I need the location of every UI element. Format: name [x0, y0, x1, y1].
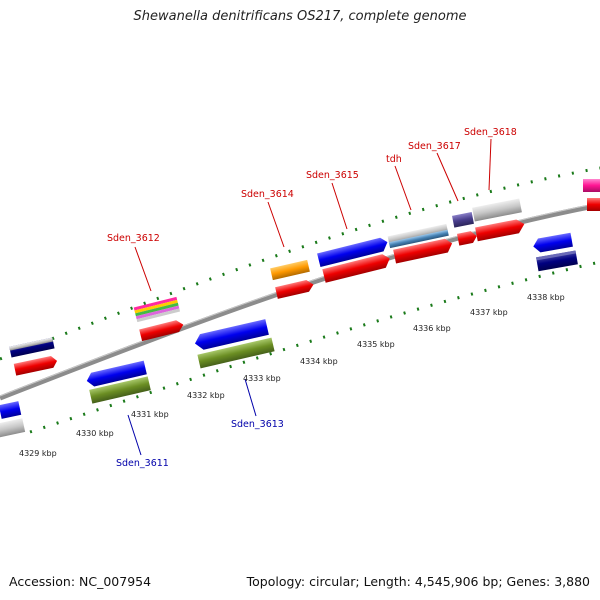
plus-gene-labels: Sden_3612 Sden_3614 Sden_3615 tdh Sden_3…	[107, 127, 517, 244]
minus-gene-labels: Sden_3611 Sden_3613	[116, 419, 284, 469]
gene-feature	[13, 356, 58, 376]
gene-feature	[194, 319, 269, 350]
gene-label[interactable]: Sden_3617	[408, 141, 461, 152]
tick-label: 4331 kbp	[131, 410, 169, 419]
gene-feature	[387, 223, 449, 249]
gene-feature	[89, 376, 151, 404]
gene-feature	[457, 231, 477, 246]
gene-feature	[393, 238, 453, 264]
tick-label: 4338 kbp	[527, 293, 565, 302]
gene-label[interactable]: Sden_3615	[306, 170, 359, 181]
gene-label[interactable]: Sden_3613	[231, 419, 284, 430]
gene-feature	[472, 198, 522, 222]
plus-label-leaders	[134, 138, 492, 292]
tick-label: 4333 kbp	[243, 374, 281, 383]
accession-text: Accession: NC_007954	[9, 574, 152, 589]
tick-label: 4336 kbp	[413, 324, 451, 333]
gene-feature	[536, 250, 578, 272]
inner-guide-track	[29, 260, 600, 434]
multi-domain-feature	[133, 296, 181, 323]
gene-feature	[583, 179, 600, 192]
gene-feature	[139, 320, 184, 342]
gene-label[interactable]: Sden_3611	[116, 458, 169, 469]
gene-feature	[270, 259, 310, 281]
gene-label[interactable]: Sden_3618	[464, 127, 517, 138]
gene-feature	[86, 360, 147, 387]
gene-feature	[475, 219, 525, 242]
map-title: Shewanella denitrificans OS217, complete…	[133, 9, 467, 24]
tick-label: 4332 kbp	[187, 391, 225, 400]
gene-label[interactable]: Sden_3612	[107, 233, 160, 244]
gene-label[interactable]: tdh	[386, 154, 402, 165]
gene-feature	[275, 280, 314, 299]
gene-feature	[0, 418, 26, 438]
tick-label: 4334 kbp	[300, 357, 338, 366]
gene-feature	[9, 337, 55, 358]
gene-feature	[197, 337, 275, 369]
gene-feature	[452, 212, 474, 228]
kbp-tick-labels: 4329 kbp 4330 kbp 4331 kbp 4332 kbp 4333…	[19, 293, 565, 458]
gene-feature	[0, 401, 22, 419]
gene-feature	[587, 198, 600, 211]
gene-feature	[533, 232, 573, 253]
tick-label: 4330 kbp	[76, 429, 114, 438]
tick-label: 4335 kbp	[357, 340, 395, 349]
minus-label-leaders	[127, 378, 257, 456]
gene-feature	[322, 254, 390, 283]
tick-label: 4337 kbp	[470, 308, 508, 317]
gene-label[interactable]: Sden_3614	[241, 189, 294, 200]
tick-label: 4329 kbp	[19, 449, 57, 458]
gene-feature	[317, 237, 388, 268]
topology-text: Topology: circular; Length: 4,545,906 bp…	[246, 574, 590, 589]
plus-strand-features	[9, 179, 600, 376]
minus-strand-features	[0, 232, 578, 438]
